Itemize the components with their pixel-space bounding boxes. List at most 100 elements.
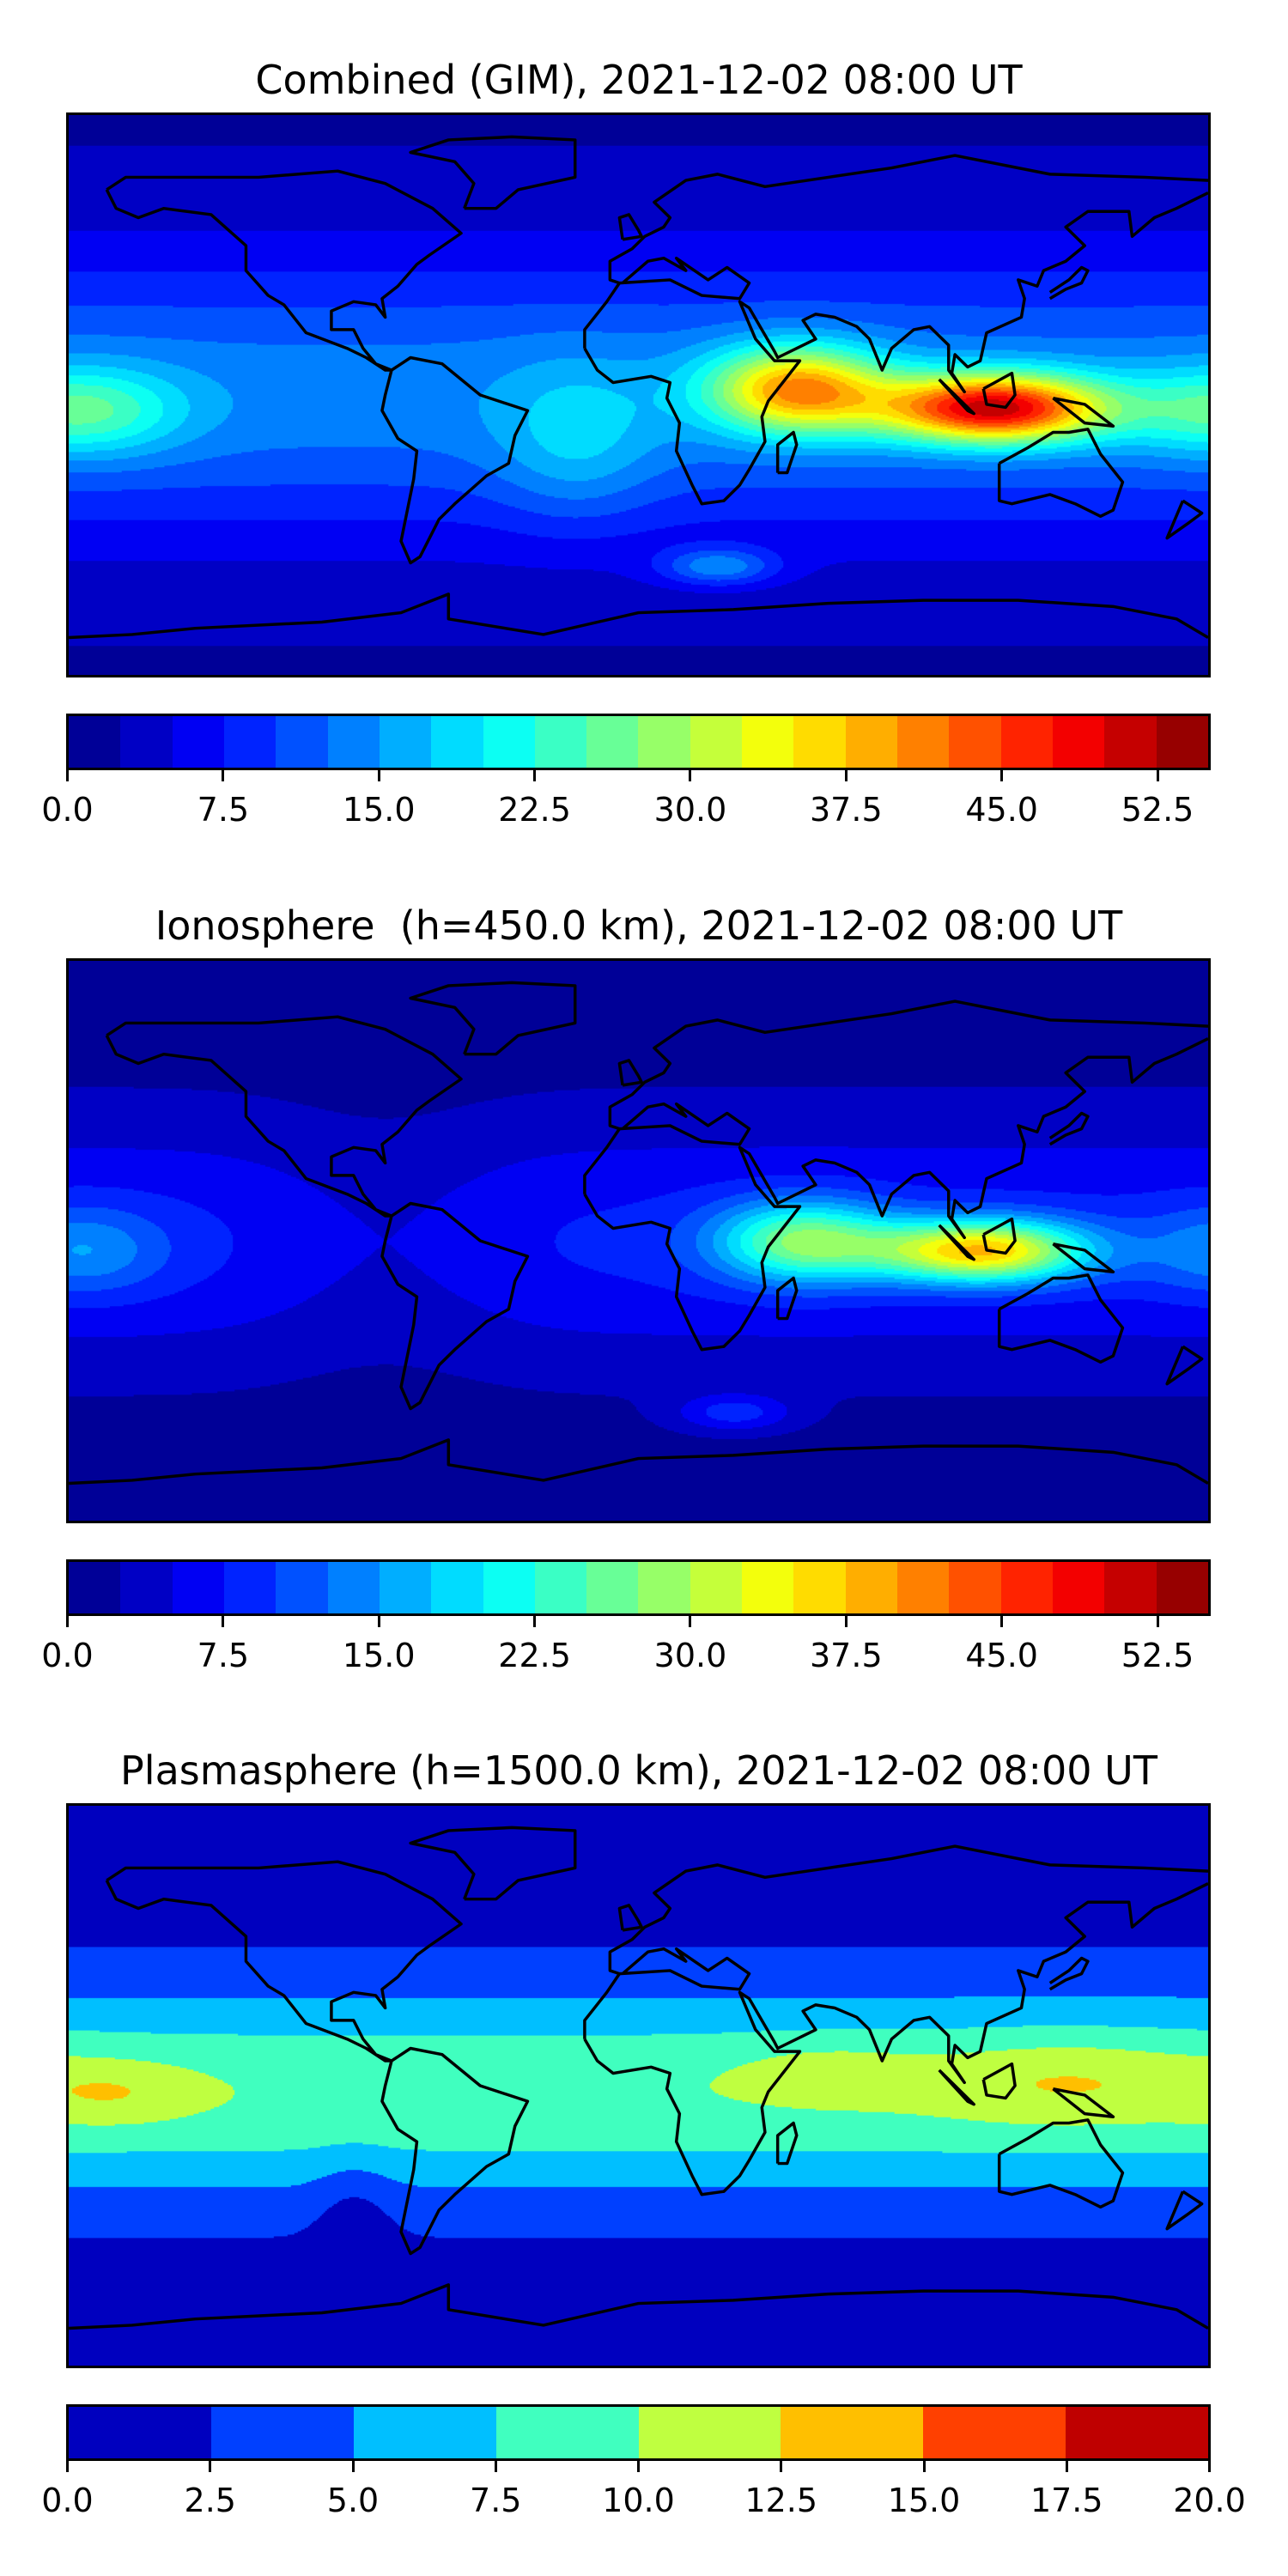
colorbar-level-6 — [923, 2407, 1066, 2458]
map-plasmasphere — [66, 1803, 1211, 2368]
colorbar-tick-label: 7.5 — [197, 791, 250, 829]
colorbar-level-16 — [897, 716, 950, 768]
panel-title: Combined (GIM), 2021-12-02 08:00 UT — [255, 57, 1023, 103]
colorbar-tick — [377, 1616, 380, 1627]
contour-field — [69, 115, 1208, 675]
colorbar-tick-label: 30.0 — [653, 1637, 727, 1674]
colorbar-level-11 — [638, 1562, 690, 1613]
colorbar-tick-label: 7.5 — [197, 1637, 250, 1674]
coastline — [997, 428, 1125, 519]
coastline — [583, 154, 1208, 349]
coastlines — [69, 135, 1208, 640]
colorbar-level-12 — [690, 716, 743, 768]
coastline — [1048, 265, 1090, 301]
coastlines — [69, 981, 1208, 1485]
coastline — [583, 1882, 1208, 2196]
colorbar-tick — [494, 2461, 497, 2472]
coastline — [583, 1844, 1208, 2039]
colorbar-tick — [533, 770, 537, 781]
colorbar-level-9 — [534, 716, 587, 768]
coastline — [1165, 499, 1204, 540]
colorbar-level-13 — [742, 1562, 794, 1613]
coastline — [380, 355, 530, 565]
colorbar-tick — [922, 2461, 926, 2472]
coastline — [775, 430, 799, 475]
colorbar-tick — [377, 770, 380, 781]
coastline — [617, 1904, 643, 1932]
colorbar-level-19 — [1052, 716, 1105, 768]
colorbar-level-8 — [483, 716, 535, 768]
colorbar-tick-label: 15.0 — [887, 2482, 961, 2519]
colorbar-level-21 — [1156, 716, 1208, 768]
coastline — [409, 135, 577, 210]
coastline — [997, 2118, 1125, 2209]
colorbar-level-3 — [223, 716, 276, 768]
colorbar-tick — [1208, 2461, 1211, 2472]
colorbar-tick — [1156, 770, 1159, 781]
colorbar-level-18 — [1000, 1562, 1053, 1613]
colorbar-tick-label: 12.5 — [744, 2482, 818, 2519]
colorbar-tick — [689, 770, 692, 781]
coastline — [409, 981, 577, 1056]
colorbar-tick-label: 30.0 — [653, 791, 727, 829]
colorbar-tick — [222, 1616, 225, 1627]
colorbar-level-4 — [638, 2407, 781, 2458]
colorbar-tick — [844, 770, 848, 781]
coastline — [583, 1037, 1208, 1352]
colorbar-level-20 — [1104, 1562, 1157, 1613]
colorbar-level-15 — [845, 1562, 897, 1613]
coastline — [938, 378, 975, 416]
colorbar-level-7 — [431, 1562, 483, 1613]
coastline — [619, 1102, 751, 1146]
colorbar-tick-label: 0.0 — [41, 2482, 94, 2519]
colorbar-tick — [689, 1616, 692, 1627]
colorbar-level-1 — [120, 1562, 173, 1613]
contour-field — [69, 1806, 1208, 2366]
map-ionosphere — [66, 958, 1211, 1523]
coastline — [938, 2069, 975, 2106]
colorbar-level-8 — [483, 1562, 535, 1613]
coastline — [619, 256, 751, 301]
coastline — [105, 169, 463, 372]
coastline — [775, 1276, 799, 1321]
panel-title: Plasmasphere (h=1500.0 km), 2021-12-02 0… — [120, 1747, 1157, 1794]
colorbar-level-17 — [949, 1562, 1001, 1613]
contour-field — [69, 961, 1208, 1521]
colorbar-tick-label: 20.0 — [1173, 2482, 1246, 2519]
colorbar-level-19 — [1052, 1562, 1105, 1613]
colorbar-level-9 — [534, 1562, 587, 1613]
colorbar-level-0 — [69, 2407, 211, 2458]
colorbar-level-0 — [69, 1562, 121, 1613]
colorbar-tick-label: 52.5 — [1121, 791, 1194, 829]
colorbar-tick — [533, 1616, 537, 1627]
coastline — [981, 2062, 1017, 2100]
colorbar-level-12 — [690, 1562, 743, 1613]
colorbar-tick — [1156, 1616, 1159, 1627]
colorbar-tick — [1000, 1616, 1004, 1627]
coastline — [409, 1826, 577, 1901]
colorbar-tick — [222, 770, 225, 781]
coastline — [583, 999, 1208, 1194]
colorbar-level-3 — [223, 1562, 276, 1613]
coastlines — [69, 1826, 1208, 2330]
colorbar-tick-label: 17.5 — [1030, 2482, 1103, 2519]
colorbar-tick — [66, 2461, 69, 2472]
colorbar-level-2 — [353, 2407, 496, 2458]
colorbar-level-7 — [431, 716, 483, 768]
colorbar-level-14 — [793, 716, 846, 768]
colorbar-level-7 — [1066, 2407, 1208, 2458]
coastline — [938, 1224, 975, 1261]
colorbar-tick-label: 22.5 — [498, 1637, 571, 1674]
colorbar-level-20 — [1104, 716, 1157, 768]
coastline — [69, 1438, 1208, 1485]
colorbar-tick-label: 45.0 — [965, 791, 1038, 829]
colorbar-tick — [1065, 2461, 1068, 2472]
colorbar-tick-label: 10.0 — [602, 2482, 675, 2519]
colorbar-tick — [66, 1616, 69, 1627]
colorbar-level-13 — [742, 716, 794, 768]
colorbar-level-16 — [897, 1562, 950, 1613]
colorbar-tick-label: 15.0 — [342, 1637, 416, 1674]
colorbar-level-6 — [379, 716, 432, 768]
coastline — [380, 2046, 530, 2256]
coastline — [617, 213, 643, 241]
